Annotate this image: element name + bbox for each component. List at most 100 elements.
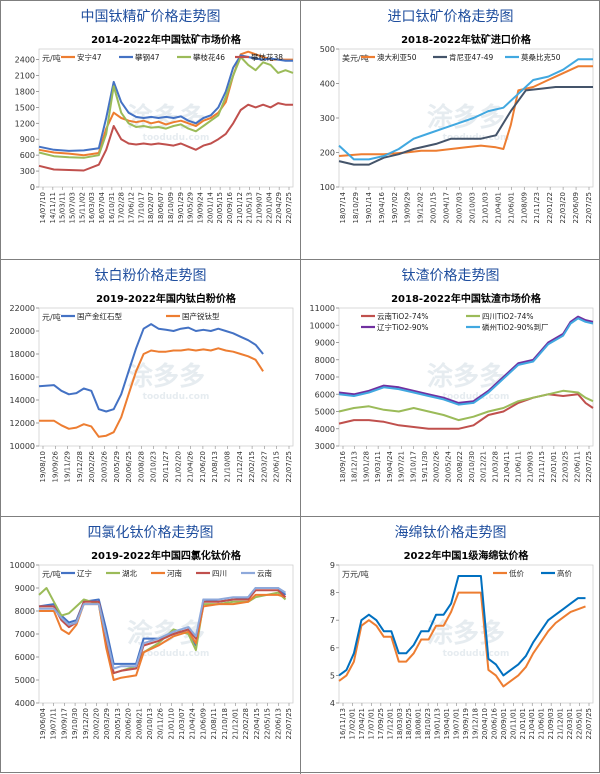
x-tick-label: 19/09/24 bbox=[196, 191, 204, 223]
x-tick-label: 17/07/01 bbox=[367, 708, 375, 739]
y-tick-label: 10000 bbox=[10, 442, 35, 451]
unit-label: 元/吨 bbox=[42, 312, 61, 322]
x-tick-label: 20/04/17 bbox=[443, 192, 451, 223]
series-line bbox=[38, 102, 293, 172]
unit-label: 元/吨 bbox=[42, 569, 61, 579]
x-tick-label: 15/07/03 bbox=[69, 192, 77, 223]
x-tick-label: 22/04/29 bbox=[275, 192, 283, 223]
x-tick-label: 20/03/26 bbox=[101, 450, 109, 482]
y-tick-label: 1500 bbox=[15, 103, 35, 112]
legend-label: 辽宁TiO2-90% bbox=[377, 322, 429, 332]
y-tick-label: 1200 bbox=[15, 119, 35, 128]
plot-area bbox=[38, 48, 294, 188]
watermark: 涂多多 bbox=[427, 618, 505, 649]
unit-label: 美元/吨 bbox=[342, 53, 369, 63]
legend-label: 湖北 bbox=[122, 569, 137, 578]
x-tick-label: 19/09/19 bbox=[462, 708, 470, 739]
x-tick-label: 19/10/30 bbox=[71, 708, 79, 739]
x-tick-label: 18/05/25 bbox=[405, 708, 413, 739]
y-tick-label: 100 bbox=[320, 183, 335, 192]
x-tick-label: 22/04/15 bbox=[253, 708, 261, 739]
x-tick-label: 18/02/07 bbox=[147, 192, 155, 223]
x-tick-label: 19/07/11 bbox=[50, 708, 58, 739]
x-tick-label: 22/01/04 bbox=[265, 191, 273, 223]
series-line bbox=[39, 347, 264, 438]
x-tick-label: 22/06/09 bbox=[572, 192, 580, 223]
panel-title: 海绵钛价格走势图 bbox=[394, 525, 507, 541]
x-tick-label: 18/09/16 bbox=[339, 450, 347, 482]
x-tick-label: 20/04/10 bbox=[481, 708, 489, 739]
x-tick-label: 19/09/29 bbox=[404, 192, 412, 223]
y-tick-label: 7000 bbox=[15, 630, 35, 639]
legend-label: 攀枝花38 bbox=[251, 52, 283, 62]
x-tick-label: 19/07/01 bbox=[453, 708, 461, 739]
x-tick-label: 20/05/13 bbox=[114, 708, 122, 739]
y-tick-label: 16000 bbox=[10, 373, 35, 382]
y-tick-label: 4 bbox=[330, 699, 335, 708]
x-tick-label: 22/03/27 bbox=[260, 451, 268, 482]
x-tick-label: 16/03/03 bbox=[88, 192, 96, 223]
chart-title: 2022年中国1级海绵钛价格 bbox=[404, 549, 530, 562]
plot-area bbox=[338, 307, 594, 447]
watermark: toodudu.com bbox=[443, 649, 510, 659]
watermark: toodudu.com bbox=[143, 392, 210, 402]
series-line bbox=[338, 393, 594, 430]
legend-label: 云南 bbox=[257, 568, 272, 578]
y-tick-label: 400 bbox=[320, 80, 335, 89]
x-tick-label: 22/07/25 bbox=[585, 708, 593, 739]
x-tick-label: 17/12/01 bbox=[386, 708, 394, 739]
y-tick-label: 200 bbox=[320, 149, 335, 158]
x-tick-label: 20/02/26 bbox=[433, 450, 441, 482]
x-tick-label: 16/10/31 bbox=[108, 192, 116, 223]
x-tick-label: 18/08/01 bbox=[415, 708, 423, 739]
x-tick-label: 21/04/24 bbox=[189, 707, 197, 739]
y-tick-label: 7 bbox=[330, 616, 335, 625]
x-tick-label: 20/05/29 bbox=[113, 451, 121, 482]
y-tick-label: 22000 bbox=[10, 304, 35, 313]
y-tick-label: 4000 bbox=[315, 425, 335, 434]
x-tick-label: 22/02/28 bbox=[242, 708, 250, 739]
legend-label: 莫桑比克50 bbox=[521, 52, 561, 62]
x-tick-label: 19/01/14 bbox=[365, 191, 373, 223]
x-tick-label: 16/11/13 bbox=[339, 708, 347, 739]
x-tick-label: 22/07/25 bbox=[585, 192, 593, 223]
x-tick-label: 20/10/03 bbox=[468, 192, 476, 223]
x-tick-label: 18/07/14 bbox=[339, 191, 347, 223]
y-tick-label: 10000 bbox=[10, 561, 35, 570]
x-tick-label: 18/10/09 bbox=[167, 192, 175, 223]
x-tick-label: 17/02/01 bbox=[348, 708, 356, 739]
x-tick-label: 21/08/11 bbox=[210, 708, 218, 739]
legend-label: 辽宁 bbox=[77, 568, 92, 578]
y-tick-label: 6 bbox=[330, 644, 335, 653]
x-tick-label: 20/01/15 bbox=[430, 192, 438, 223]
panel-ticl4: 四氯化钛价格走势图 涂多多 toodudu.com 4000 5000 6000 7000… bbox=[1, 517, 300, 774]
panel-titanium-slag: 钛渣价格走势图 涂多多 toodudu.com 3000 4000 5000 6000 70… bbox=[301, 260, 600, 517]
x-tick-label: 16/07/04 bbox=[98, 191, 106, 223]
x-tick-label: 21/09/07 bbox=[255, 192, 263, 223]
x-tick-label: 15/11/02 bbox=[78, 192, 86, 223]
x-tick-label: 15/03/11 bbox=[59, 192, 67, 223]
legend-label: 河南 bbox=[167, 568, 182, 578]
x-tick-label: 22/07/25 bbox=[285, 451, 293, 482]
x-tick-label: 22/07/25 bbox=[585, 451, 593, 482]
x-tick-label: 19/01/29 bbox=[177, 192, 185, 223]
y-tick-label: 8000 bbox=[15, 607, 35, 616]
panel-sponge-titanium: 海绵钛价格走势图 涂多多 toodudu.com 4 5 6 7 8 9 16/11/13 17/… bbox=[301, 517, 600, 774]
x-tick-label: 19/04/16 bbox=[378, 191, 386, 223]
chart-titanium-concentrate: 涂多多toodudu.com03006009001200150018002100… bbox=[15, 33, 294, 223]
x-tick-label: 19/12/28 bbox=[76, 451, 84, 482]
unit-label: 万元/吨 bbox=[342, 569, 369, 579]
x-tick-label: 19/09/26 bbox=[51, 450, 59, 482]
panel-title: 四氯化钛价格走势图 bbox=[87, 525, 214, 541]
y-tick-label: 2400 bbox=[15, 56, 35, 65]
y-tick-label: 14000 bbox=[10, 396, 35, 405]
y-tick-label: 0 bbox=[30, 183, 35, 192]
x-tick-label: 21/12/01 bbox=[557, 708, 565, 739]
x-tick-label: 21/01/12 bbox=[236, 192, 244, 223]
x-tick-label: 21/10/18 bbox=[221, 708, 229, 739]
x-tick-label: 19/12/18 bbox=[471, 708, 479, 739]
x-tick-label: 19/01/13 bbox=[434, 708, 442, 739]
x-tick-label: 22/06/15 bbox=[273, 451, 281, 482]
